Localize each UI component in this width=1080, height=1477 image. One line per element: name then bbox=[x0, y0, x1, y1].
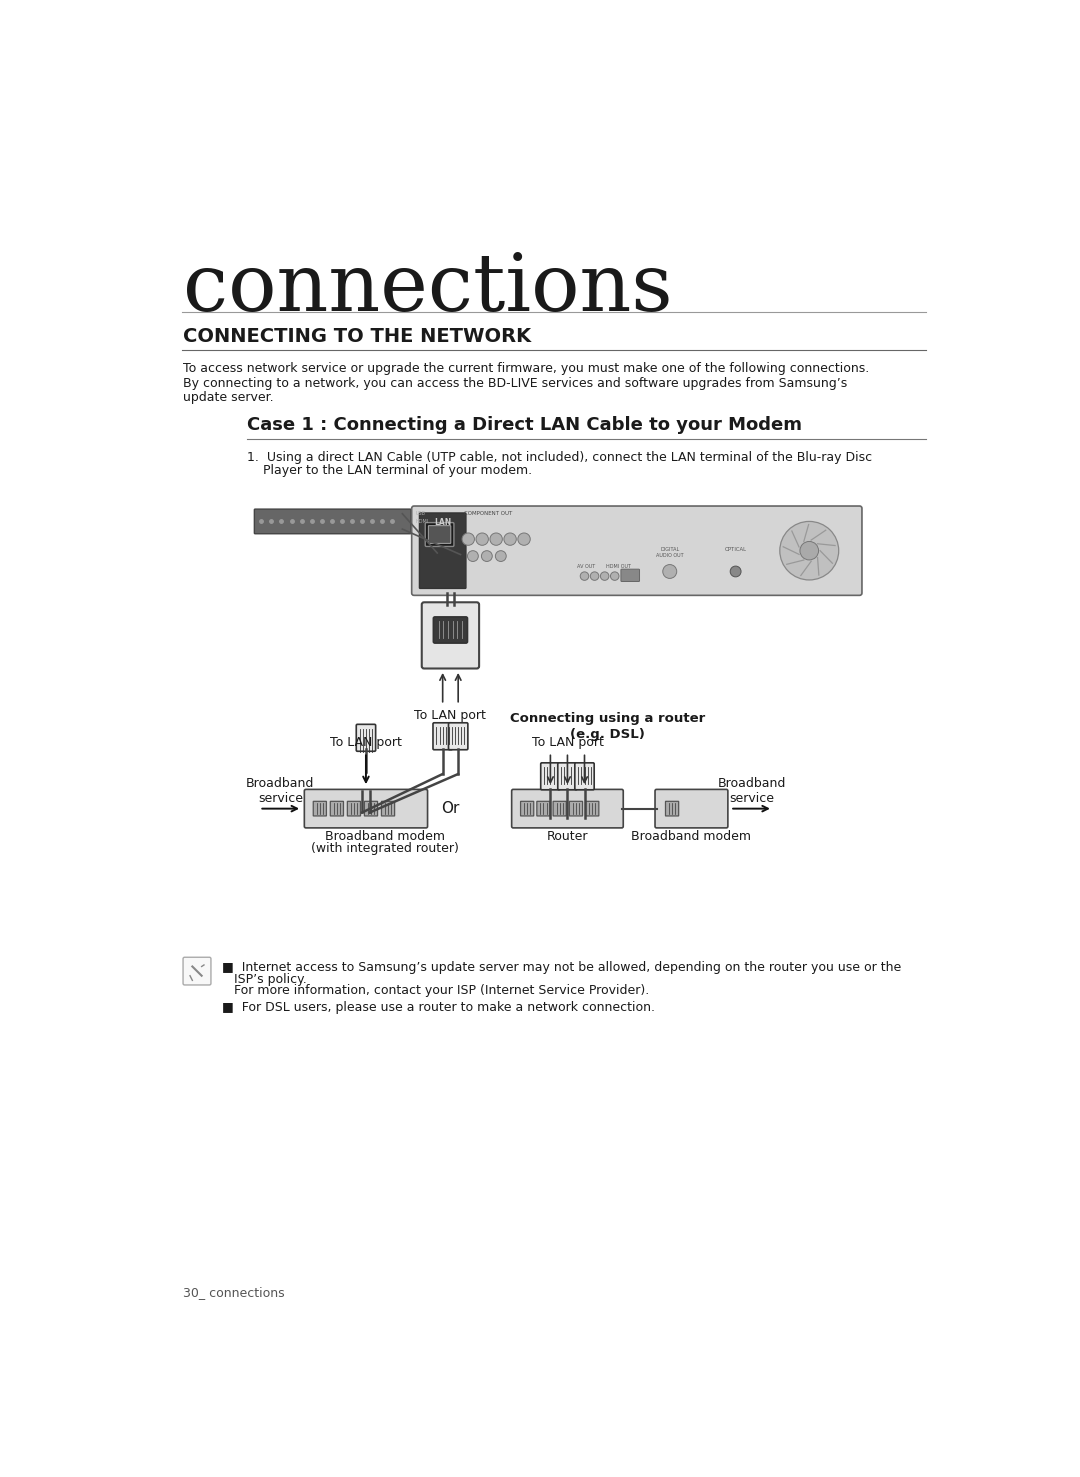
FancyBboxPatch shape bbox=[521, 802, 534, 815]
Text: To LAN port: To LAN port bbox=[330, 736, 402, 749]
Circle shape bbox=[490, 533, 502, 545]
FancyBboxPatch shape bbox=[313, 802, 326, 815]
Circle shape bbox=[468, 551, 478, 561]
Circle shape bbox=[730, 566, 741, 578]
Circle shape bbox=[504, 533, 516, 545]
Text: To LAN port: To LAN port bbox=[415, 709, 486, 722]
Text: Player to the LAN terminal of your modem.: Player to the LAN terminal of your modem… bbox=[247, 464, 532, 477]
Circle shape bbox=[496, 551, 507, 561]
Text: Broadband
service: Broadband service bbox=[246, 777, 314, 805]
FancyBboxPatch shape bbox=[305, 789, 428, 829]
Text: By connecting to a network, you can access the BD-LIVE services and software upg: By connecting to a network, you can acce… bbox=[183, 378, 848, 390]
FancyBboxPatch shape bbox=[255, 510, 410, 533]
Text: update server.: update server. bbox=[183, 391, 273, 405]
FancyBboxPatch shape bbox=[419, 513, 465, 588]
Text: ISP’s policy.: ISP’s policy. bbox=[221, 973, 307, 985]
Text: Broadband
service: Broadband service bbox=[718, 777, 786, 805]
Circle shape bbox=[591, 572, 598, 580]
Text: Connecting using a router: Connecting using a router bbox=[510, 712, 705, 725]
Text: To LAN port: To LAN port bbox=[531, 736, 604, 749]
Text: HDMI: HDMI bbox=[416, 518, 429, 524]
FancyBboxPatch shape bbox=[356, 724, 376, 752]
Text: 1.  Using a direct LAN Cable (UTP cable, not included), connect the LAN terminal: 1. Using a direct LAN Cable (UTP cable, … bbox=[247, 450, 873, 464]
Circle shape bbox=[610, 572, 619, 580]
Circle shape bbox=[600, 572, 609, 580]
Text: HDMI OUT: HDMI OUT bbox=[606, 564, 631, 569]
FancyBboxPatch shape bbox=[433, 617, 468, 642]
FancyBboxPatch shape bbox=[433, 722, 453, 750]
Text: DIGITAL
AUDIO OUT: DIGITAL AUDIO OUT bbox=[656, 546, 684, 558]
FancyBboxPatch shape bbox=[429, 526, 450, 544]
FancyBboxPatch shape bbox=[537, 802, 550, 815]
FancyBboxPatch shape bbox=[411, 507, 862, 595]
Text: Case 1 : Connecting a Direct LAN Cable to your Modem: Case 1 : Connecting a Direct LAN Cable t… bbox=[247, 417, 802, 434]
FancyBboxPatch shape bbox=[575, 762, 594, 790]
Text: (e.g. DSL): (e.g. DSL) bbox=[570, 728, 645, 741]
FancyBboxPatch shape bbox=[348, 802, 361, 815]
Text: AV OUT: AV OUT bbox=[577, 564, 595, 569]
Circle shape bbox=[663, 564, 677, 579]
Text: connections: connections bbox=[183, 251, 673, 328]
Text: For more information, contact your ISP (Internet Service Provider).: For more information, contact your ISP (… bbox=[221, 984, 649, 997]
Circle shape bbox=[462, 533, 474, 545]
Text: OPTICAL: OPTICAL bbox=[725, 546, 746, 552]
Text: (with integrated router): (with integrated router) bbox=[311, 842, 459, 855]
FancyBboxPatch shape bbox=[422, 603, 480, 669]
Circle shape bbox=[800, 542, 819, 560]
Text: To access network service or upgrade the current firmware, you must make one of : To access network service or upgrade the… bbox=[183, 362, 869, 375]
Text: LAN: LAN bbox=[434, 518, 451, 527]
Text: Broadband modem: Broadband modem bbox=[325, 830, 445, 843]
FancyBboxPatch shape bbox=[512, 789, 623, 829]
Text: Or: Or bbox=[442, 801, 460, 817]
FancyBboxPatch shape bbox=[364, 802, 378, 815]
FancyBboxPatch shape bbox=[330, 802, 343, 815]
Circle shape bbox=[580, 572, 589, 580]
Circle shape bbox=[517, 533, 530, 545]
Circle shape bbox=[482, 551, 492, 561]
FancyBboxPatch shape bbox=[569, 802, 582, 815]
Text: ■  For DSL users, please use a router to make a network connection.: ■ For DSL users, please use a router to … bbox=[221, 1001, 654, 1015]
Circle shape bbox=[780, 521, 839, 580]
FancyBboxPatch shape bbox=[621, 569, 639, 582]
Text: Broadband modem: Broadband modem bbox=[632, 830, 752, 843]
Text: 30_ connections: 30_ connections bbox=[183, 1286, 285, 1300]
Text: USB: USB bbox=[416, 511, 426, 517]
FancyBboxPatch shape bbox=[426, 523, 454, 546]
FancyBboxPatch shape bbox=[553, 802, 566, 815]
Text: Router: Router bbox=[546, 830, 589, 843]
Circle shape bbox=[476, 533, 488, 545]
FancyBboxPatch shape bbox=[585, 802, 598, 815]
Text: CONNECTING TO THE NETWORK: CONNECTING TO THE NETWORK bbox=[183, 328, 531, 347]
FancyBboxPatch shape bbox=[665, 802, 678, 815]
Text: COMPONENT OUT: COMPONENT OUT bbox=[464, 511, 513, 517]
FancyBboxPatch shape bbox=[557, 762, 577, 790]
FancyBboxPatch shape bbox=[448, 722, 468, 750]
FancyBboxPatch shape bbox=[656, 789, 728, 829]
FancyBboxPatch shape bbox=[381, 802, 394, 815]
Text: ■  Internet access to Samsung’s update server may not be allowed, depending on t: ■ Internet access to Samsung’s update se… bbox=[221, 962, 901, 975]
FancyBboxPatch shape bbox=[541, 762, 561, 790]
FancyBboxPatch shape bbox=[183, 957, 211, 985]
